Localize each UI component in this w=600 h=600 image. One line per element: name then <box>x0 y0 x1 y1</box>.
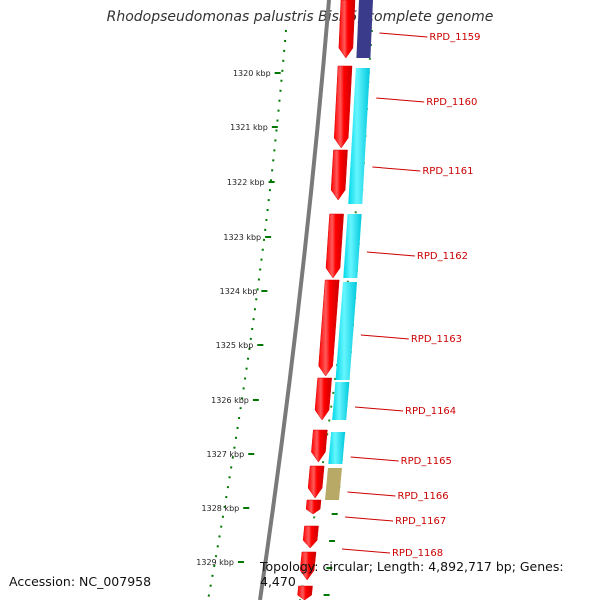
feature-block <box>335 282 358 380</box>
scale-label: 1324 kbp <box>220 287 258 296</box>
scale-label: 1320 kbp <box>233 69 271 78</box>
scale-label: 1326 kbp <box>211 396 249 405</box>
gene-label: RPD_1161 <box>422 166 473 177</box>
cds-track <box>297 0 356 600</box>
feature-block <box>325 468 342 500</box>
gene-label: RPD_1163 <box>411 334 462 345</box>
scale-label: 1321 kbp <box>230 123 268 132</box>
gene-leader-line <box>347 491 396 497</box>
gene-label: RPD_1167 <box>395 516 446 527</box>
gene-label: RPD_1168 <box>392 548 443 559</box>
label-leader-lines: RPD_1159 RPD_1160 RPD_1161 RPD_1162 RPD_1163… <box>341 32 481 559</box>
cds-gene-arrow <box>299 551 317 581</box>
feature-block <box>356 0 373 58</box>
cds-gene-arrow <box>333 65 353 149</box>
topology-label: Topology: circular; Length: 4,892,717 bp… <box>260 559 564 589</box>
gene-label: RPD_1159 <box>429 32 480 43</box>
gene-label: RPD_1162 <box>417 251 468 262</box>
accession-label: Accession: NC_007958 <box>9 574 152 589</box>
cds-gene-arrow <box>314 377 332 421</box>
scale-label: 1325 kbp <box>216 341 254 350</box>
gene-leader-line <box>376 97 425 103</box>
cds-gene-arrow <box>305 499 322 515</box>
cds-gene-arrow <box>318 279 340 377</box>
scale-label: 1327 kbp <box>207 450 245 459</box>
feature-track <box>325 0 373 500</box>
gene-leader-line <box>366 251 415 257</box>
cds-gene-arrow <box>307 465 325 499</box>
gene-leader-line <box>372 166 421 172</box>
feature-block <box>328 432 346 464</box>
gene-label: RPD_1166 <box>397 491 448 502</box>
scale-label: 1323 kbp <box>223 233 261 242</box>
cds-gene-arrow <box>325 213 344 279</box>
cds-gene-arrow <box>302 525 319 549</box>
cds-gene-arrow <box>297 585 313 600</box>
gene-label: RPD_1164 <box>405 406 456 417</box>
cds-gene-arrow <box>330 149 348 201</box>
feature-block <box>343 214 362 278</box>
feature-block <box>332 382 350 420</box>
gene-leader-line <box>345 516 394 522</box>
genome-backbone <box>258 0 331 600</box>
scale-dotted-line <box>207 29 287 600</box>
gene-leader-line <box>354 406 404 412</box>
cds-gene-arrow <box>338 0 356 59</box>
gene-leader-line <box>350 456 399 462</box>
scale-label: 1322 kbp <box>227 178 265 187</box>
gene-leader-line <box>341 548 391 554</box>
gene-label: RPD_1160 <box>426 97 477 108</box>
scale-label: 1328 kbp <box>202 504 240 513</box>
gene-label: RPD_1165 <box>401 456 452 467</box>
gene-leader-line <box>379 32 428 38</box>
cds-gene-arrow <box>311 429 328 463</box>
gene-leader-line <box>360 334 409 340</box>
map-title: Rhodopseudomonas palustris BisB5, comple… <box>106 9 494 25</box>
feature-block <box>348 68 370 204</box>
scale-label: 1329 kbp <box>196 558 234 567</box>
